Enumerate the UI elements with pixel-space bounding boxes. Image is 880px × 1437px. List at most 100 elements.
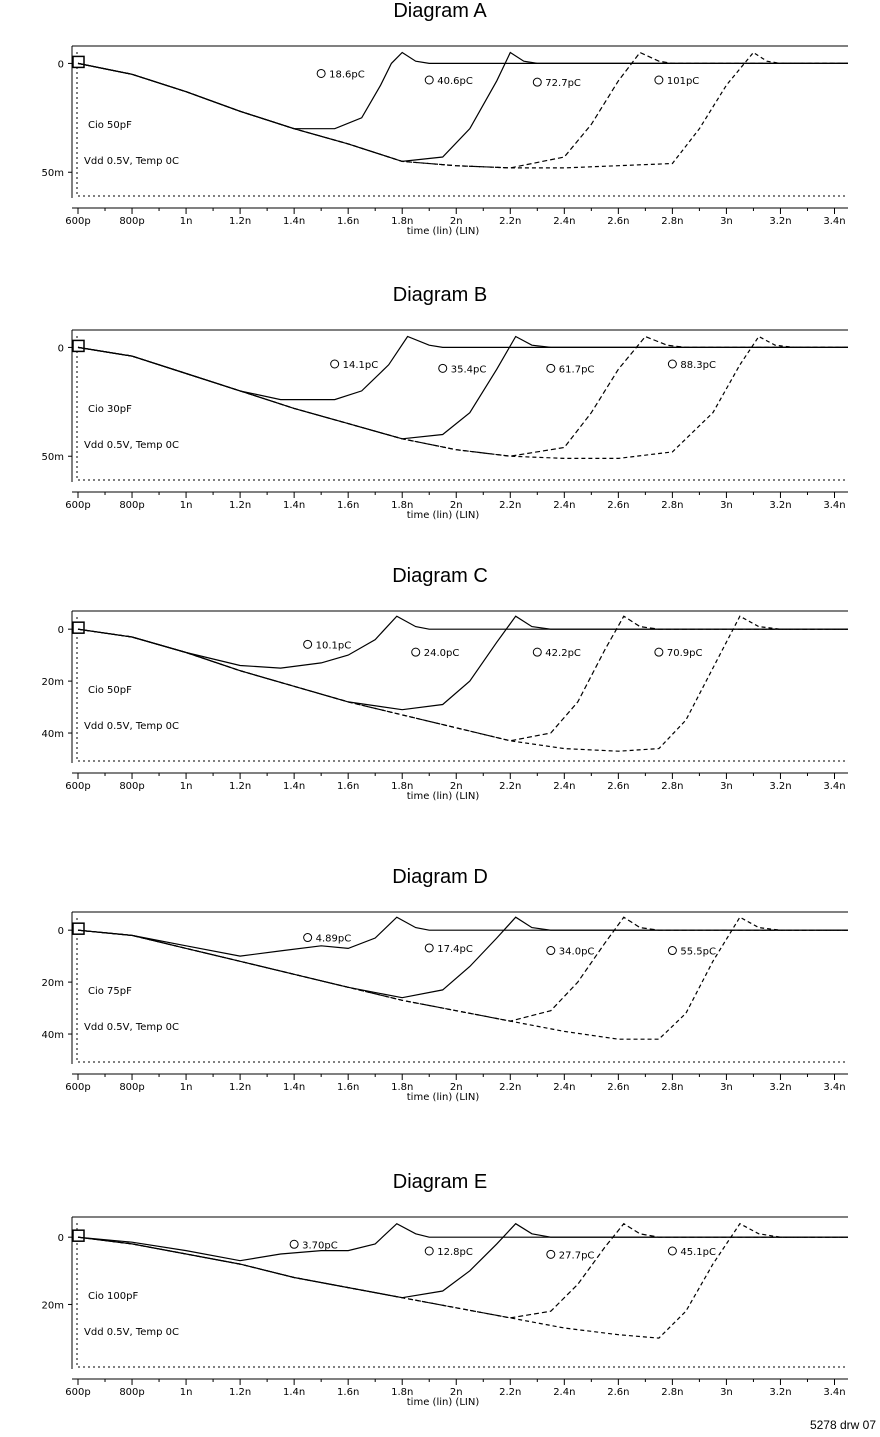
x-tick-label: 2.4n [553,500,575,511]
chart-title: Diagram A [393,0,487,22]
trace-marker-icon [72,922,85,935]
x-tick-label: 2.2n [499,216,521,227]
x-tick-label: 600p [65,216,90,227]
x-tick-label: 1.8n [391,1082,413,1093]
x-tick-label: 2.2n [499,781,521,792]
y-tick-label: 0 [58,1233,64,1244]
series-label: 12.8pC [437,1247,473,1258]
x-tick-label: 1.4n [283,1387,305,1398]
x-tick-label: 3.4n [823,781,845,792]
series-marker-icon [546,1249,556,1259]
series-line [77,916,848,1022]
cio-label: Cio 100pF [88,1291,138,1302]
x-tick-label: 2n [450,781,463,792]
x-tick-label: 3.4n [823,1082,845,1093]
x-tick-label: 3n [720,216,733,227]
y-tick-label: 20m [42,978,64,989]
x-axis-label: time (lin) (LIN) [407,510,480,521]
cio-label: Cio 75pF [88,986,132,997]
trace-marker-icon [72,55,85,69]
chart-panel: Diagram B 0 50m 600p 800p 1n 1.2n 1.4n 1.6n 1.8n 2… [0,284,880,544]
x-tick-label: 1.2n [229,1082,251,1093]
series-line [77,335,848,457]
series-marker-icon [532,647,542,657]
series-marker-icon [303,933,313,943]
y-tick-label: 0 [58,59,64,70]
x-tick-label: 1.2n [229,500,251,511]
series-label: 35.4pC [451,364,487,375]
series-line [77,335,848,440]
x-tick-label: 2n [450,216,463,227]
x-tick-label: 3.2n [769,781,791,792]
series-marker-icon [424,943,434,953]
x-tick-label: 3n [720,500,733,511]
y-tick-label: 40m [42,729,64,740]
x-tick-label: 800p [119,1082,144,1093]
x-tick-label: 1.6n [337,216,359,227]
series-line [77,51,848,163]
series-label: 10.1pC [316,640,352,651]
x-tick-label: 800p [119,1387,144,1398]
series-label: 45.1pC [680,1247,716,1258]
x-tick-label: 3.2n [769,500,791,511]
x-tick-label: 2.8n [661,1387,683,1398]
x-tick-label: 1.6n [337,1387,359,1398]
series-marker-icon [411,647,421,657]
x-tick-label: 1.4n [283,781,305,792]
x-tick-label: 2n [450,500,463,511]
x-tick-label: 2.8n [661,500,683,511]
cio-label: Cio 30pF [88,404,132,415]
y-tick-label: 20m [42,1300,64,1311]
x-tick-label: 2n [450,1082,463,1093]
x-tick-label: 1.8n [391,781,413,792]
series-label: 3.70pC [302,1240,338,1251]
series-label: 40.6pC [437,76,473,87]
x-tick-label: 2.2n [499,500,521,511]
series-marker-icon [303,639,313,649]
x-tick-label: 1.2n [229,1387,251,1398]
chart-title: Diagram C [392,565,488,587]
x-tick-label: 3.4n [823,1387,845,1398]
x-tick-label: 1n [180,216,193,227]
chart-title: Diagram B [392,284,488,306]
cio-label: Cio 50pF [88,120,132,131]
series-label: 14.1pC [343,360,379,371]
x-tick-label: 800p [119,500,144,511]
series-marker-icon [330,359,340,369]
y-tick-label: 0 [58,625,64,636]
series-marker-icon [667,1246,677,1256]
series-marker-icon [654,75,664,85]
series-label: 24.0pC [424,648,460,659]
x-tick-label: 1.8n [391,1387,413,1398]
chart-panel: Diagram A 0 50m 600p 800p 1n 1.2n 1.4n 1.6n 1.8n 2… [0,0,880,260]
series-label: 17.4pC [437,944,473,955]
x-tick-label: 3.2n [769,1082,791,1093]
x-tick-label: 800p [119,216,144,227]
x-tick-label: 1n [180,1387,193,1398]
series-line [77,1222,848,1319]
trace-marker-icon [72,339,85,353]
series-marker-icon [667,946,677,956]
series-line [77,1222,848,1299]
y-tick-label: 40m [42,1030,64,1041]
x-tick-label: 2.6n [607,1082,629,1093]
series-marker-icon [546,363,556,373]
series-marker-icon [424,75,434,85]
series-label: 88.3pC [680,360,716,371]
vdd-temp-label: Vdd 0.5V, Temp 0C [84,1327,179,1338]
x-tick-label: 2n [450,1387,463,1398]
x-tick-label: 2.4n [553,1082,575,1093]
trace-marker-icon [72,1229,85,1242]
series-label: 101pC [667,76,699,87]
y-tick-label: 50m [42,452,64,463]
x-tick-label: 800p [119,781,144,792]
series-marker-icon [438,363,448,373]
series-label: 18.6pC [329,69,365,80]
x-tick-label: 2.6n [607,216,629,227]
y-tick-label: 20m [42,677,64,688]
y-tick-label: 0 [58,926,64,937]
x-tick-label: 1n [180,500,193,511]
x-tick-label: 1.6n [337,1082,359,1093]
series-label: 4.89pC [316,934,352,945]
series-label: 70.9pC [667,648,703,659]
